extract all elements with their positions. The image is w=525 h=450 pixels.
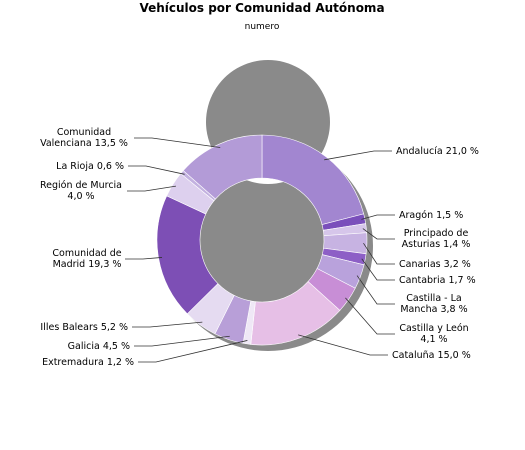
slice-label: Región de Murcia 4,0 % bbox=[40, 180, 122, 202]
slice-labels: Andalucía 21,0 % Aragón 1,5 % Principado d… bbox=[40, 127, 479, 368]
leader-line bbox=[125, 257, 163, 260]
slice-label: Andalucía 21,0 % bbox=[396, 146, 479, 157]
donut-slice[interactable] bbox=[182, 134, 263, 200]
leader-line bbox=[134, 137, 221, 148]
leader-line bbox=[324, 150, 392, 161]
leader-line bbox=[298, 334, 388, 356]
leader-line bbox=[361, 258, 395, 281]
leader-lines bbox=[125, 137, 395, 363]
slice-label: Comunidad Valenciana 13,5 % bbox=[40, 127, 128, 149]
slice-label: Illes Balears 5,2 % bbox=[40, 322, 128, 333]
leader-line bbox=[356, 275, 395, 305]
slice-label: Galicia 4,5 % bbox=[68, 341, 130, 352]
leader-line bbox=[132, 321, 203, 328]
leader-line bbox=[345, 297, 395, 335]
slice-label: Cantabria 1,7 % bbox=[399, 275, 476, 286]
slice-label: La Rioja 0,6 % bbox=[56, 161, 124, 172]
chart-subtitle: numero bbox=[245, 22, 280, 32]
slice-label: Comunidad de Madrid 19,3 % bbox=[52, 248, 121, 270]
leader-line bbox=[128, 165, 185, 175]
leader-line bbox=[362, 228, 395, 240]
slice-label: Extremadura 1,2 % bbox=[42, 357, 134, 368]
slice-label: Aragón 1,5 % bbox=[399, 210, 463, 221]
chart-title: Vehículos por Comunidad Autónoma bbox=[139, 1, 384, 15]
leader-line bbox=[127, 185, 177, 192]
slice-label: Castilla y León 4,1 % bbox=[399, 323, 468, 345]
slice-label: Castilla - La Mancha 3,8 % bbox=[400, 293, 467, 315]
slice-label: Principado de Asturias 1,4 % bbox=[402, 228, 471, 250]
slice-label: Cataluña 15,0 % bbox=[392, 350, 471, 361]
leader-line bbox=[138, 340, 248, 363]
leader-line bbox=[134, 335, 230, 347]
donut-slices bbox=[156, 134, 368, 346]
leader-line bbox=[361, 214, 395, 220]
leader-line bbox=[363, 242, 395, 265]
slice-label: Canarias 3,2 % bbox=[399, 259, 471, 270]
